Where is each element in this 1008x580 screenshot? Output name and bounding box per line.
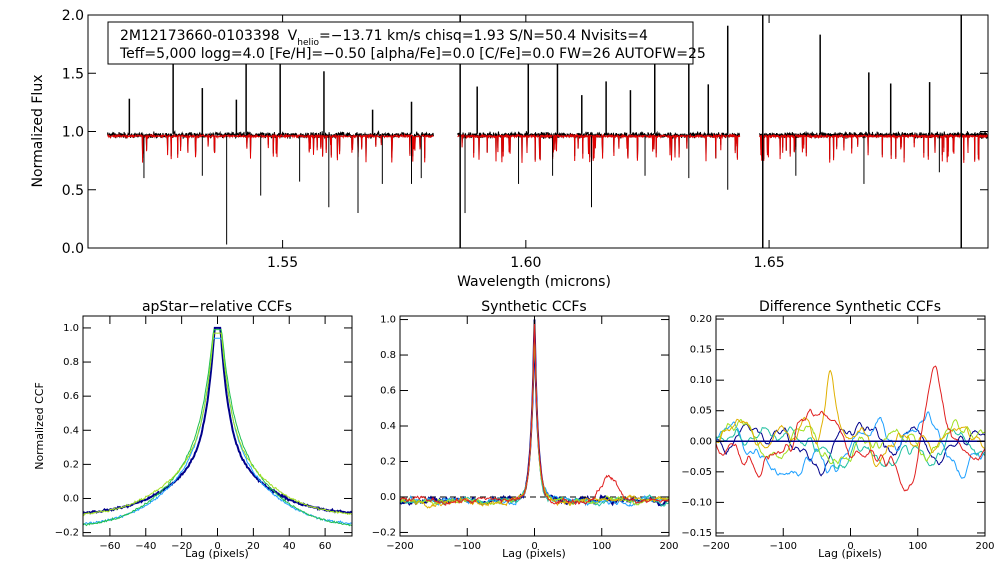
apstar-ccf-x-tick-label: −20: [171, 541, 192, 552]
apstar-ccf-x-tick-label: 40: [283, 541, 296, 552]
difference-ccf-x-tick-label: 100: [908, 541, 927, 552]
apstar-ccf-y-tick-label: 0.4: [63, 425, 79, 436]
info-line-2: Teff=5,000 logg=4.0 [Fe/H]=−0.50 [alpha/…: [119, 46, 706, 62]
apstar-ccf-y-tick-label: 1.0: [63, 323, 79, 334]
apstar-ccf-visit-3: [82, 329, 353, 527]
difference-ccf-x-tick-label: −200: [702, 541, 729, 552]
synthetic-ccf-panel: Synthetic CCFs −200 −100 0 100 200 −0.2 0.0 0.2…: [372, 299, 679, 560]
apstar-ccf-y-tick-label: 0.2: [63, 459, 79, 470]
synthetic-ccf-y-tick-label: 1.0: [380, 315, 396, 326]
difference-ccf-y-tick-label: 0.00: [690, 436, 712, 447]
spectrum-y-tick-label: 1.5: [62, 66, 84, 82]
difference-ccf-y-tick-label: −0.05: [681, 467, 712, 478]
apstar-ccf-y-tick-label: 0.0: [63, 493, 79, 504]
difference-ccf-y-tick-label: 0.15: [690, 345, 712, 356]
difference-ccf-panel: Difference Synthetic CCFs −200 −100 0 100 20…: [681, 299, 994, 560]
apstar-ccf-y-tick-label: 0.8: [63, 357, 79, 368]
difference-ccf-x-tick-label: −100: [770, 541, 797, 552]
spectrum-x-tick-label: 1.60: [510, 255, 541, 271]
spectrum-y-tick-label: 0.5: [62, 183, 84, 199]
observed-spectrum-chip-2: [457, 130, 741, 161]
apstar-ccf-x-tick-label: 20: [247, 541, 260, 552]
info-box: [107, 21, 694, 65]
synthetic-ccf-y-tick-label: 0.4: [380, 421, 396, 432]
apstar-ccf-x-axis-label: Lag (pixels): [185, 547, 249, 560]
spectrum-y-tick-label: 1.0: [62, 125, 84, 141]
synthetic-ccf-y-tick-label: 0.6: [380, 386, 396, 397]
synthetic-ccf-y-tick-label: −0.2: [372, 527, 396, 538]
apstar-ccf-visit-4: [82, 332, 353, 517]
apstar-ccf-x-tick-label: −60: [99, 541, 120, 552]
model-spectrum-chip-2: [457, 132, 741, 163]
apstar-ccf-y-tick-label: −0.2: [55, 528, 79, 539]
apstar-ccf-visit-2: [82, 337, 353, 526]
spectrum-panel: 1.55 1.60 1.65 0.0 0.5 1.0 1.5 2.0 2M12173660-0…: [30, 8, 989, 290]
synthetic-ccf-title: Synthetic CCFs: [481, 299, 586, 315]
difference-ccf-diff-1: [715, 421, 986, 477]
spectrum-y-tick-label: 0.0: [62, 241, 84, 257]
difference-ccf-diff-4: [715, 419, 986, 465]
spectrum-y-axis-label: Normalized Flux: [30, 75, 46, 188]
spectrum-x-tick-label: 1.65: [753, 255, 784, 271]
difference-ccf-plot-frame: [715, 315, 986, 537]
spectrum-ticks: 1.55 1.60 1.65 0.0 0.5 1.0 1.5 2.0: [62, 8, 988, 271]
apstar-ccf-panel: apStar−relative CCFs −60 −40 −20 0 20 40 60 −0.…: [33, 299, 353, 560]
synthetic-ccf-series-group: [399, 319, 670, 509]
difference-ccf-y-tick-label: 0.05: [690, 406, 712, 417]
apstar-ccf-x-tick-label: 60: [319, 541, 332, 552]
difference-ccf-x-tick-label: 0: [847, 541, 853, 552]
difference-ccf-diff-3: [715, 426, 986, 469]
difference-ccf-x-axis-label: Lag (pixels): [818, 547, 882, 560]
info-line-1: 2M12173660-0103398 Vhelio=−13.71 km/s chi…: [120, 28, 648, 48]
apstar-ccf-ticks: −60 −40 −20 0 20 40 60 −0.2 0.0 0.2 0.4 0.6 0.8 1.0: [55, 316, 352, 552]
synthetic-ccf-x-tick-label: −200: [386, 541, 413, 552]
apstar-ccf-y-tick-label: 0.6: [63, 391, 79, 402]
apstar-ccf-plot-frame: [82, 315, 353, 537]
synthetic-ccf-x-tick-label: 0: [531, 541, 537, 552]
synthetic-ccf-x-tick-label: 100: [592, 541, 611, 552]
model-spectrum-chip-3: [758, 133, 989, 163]
synthetic-ccf-visit-1: [399, 319, 670, 507]
synthetic-ccf-x-tick-label: −100: [454, 541, 481, 552]
difference-ccf-y-tick-label: −0.15: [681, 528, 712, 539]
synthetic-ccf-y-tick-label: 0.0: [380, 492, 396, 503]
synthetic-ccf-x-tick-label: 200: [659, 541, 678, 552]
synthetic-ccf-y-tick-label: 0.2: [380, 456, 396, 467]
difference-ccf-title: Difference Synthetic CCFs: [759, 299, 941, 315]
synthetic-ccf-y-tick-label: 0.8: [380, 350, 396, 361]
difference-ccf-y-tick-label: 0.10: [690, 375, 712, 386]
spectrum-x-tick-label: 1.55: [267, 255, 298, 271]
difference-ccf-series-group: [715, 365, 986, 492]
difference-ccf-ticks: −200 −100 0 100 200 −0.15 −0.10 −0.05 0.00 0.05 0.…: [681, 314, 994, 552]
apstar-ccf-x-tick-label: −40: [135, 541, 156, 552]
difference-ccf-y-tick-label: −0.10: [681, 497, 712, 508]
difference-ccf-x-tick-label: 200: [975, 541, 994, 552]
difference-ccf-y-tick-label: 0.20: [690, 314, 712, 325]
spectrum-x-axis-label: Wavelength (microns): [457, 274, 611, 290]
synthetic-ccf-ticks: −200 −100 0 100 200 −0.2 0.0 0.2 0.4 0.6 0.8 1.0: [372, 315, 679, 552]
difference-ccf-diff-6: [715, 365, 986, 492]
spectrum-y-tick-label: 2.0: [62, 8, 84, 24]
synthetic-ccf-x-axis-label: Lag (pixels): [502, 547, 566, 560]
apstar-ccf-x-tick-label: 0: [214, 541, 220, 552]
difference-ccf-diff-5: [715, 369, 986, 468]
apstar-ccf-title: apStar−relative CCFs: [142, 299, 292, 315]
apstar-ccf-visit-1: [82, 326, 353, 515]
apstar-ccf-series-group: [82, 326, 353, 527]
spectrum-series-group: [107, 15, 989, 248]
model-spectrum-chip-1: [107, 133, 434, 163]
apstar-ccf-y-axis-label: Normalized CCF: [33, 382, 46, 470]
